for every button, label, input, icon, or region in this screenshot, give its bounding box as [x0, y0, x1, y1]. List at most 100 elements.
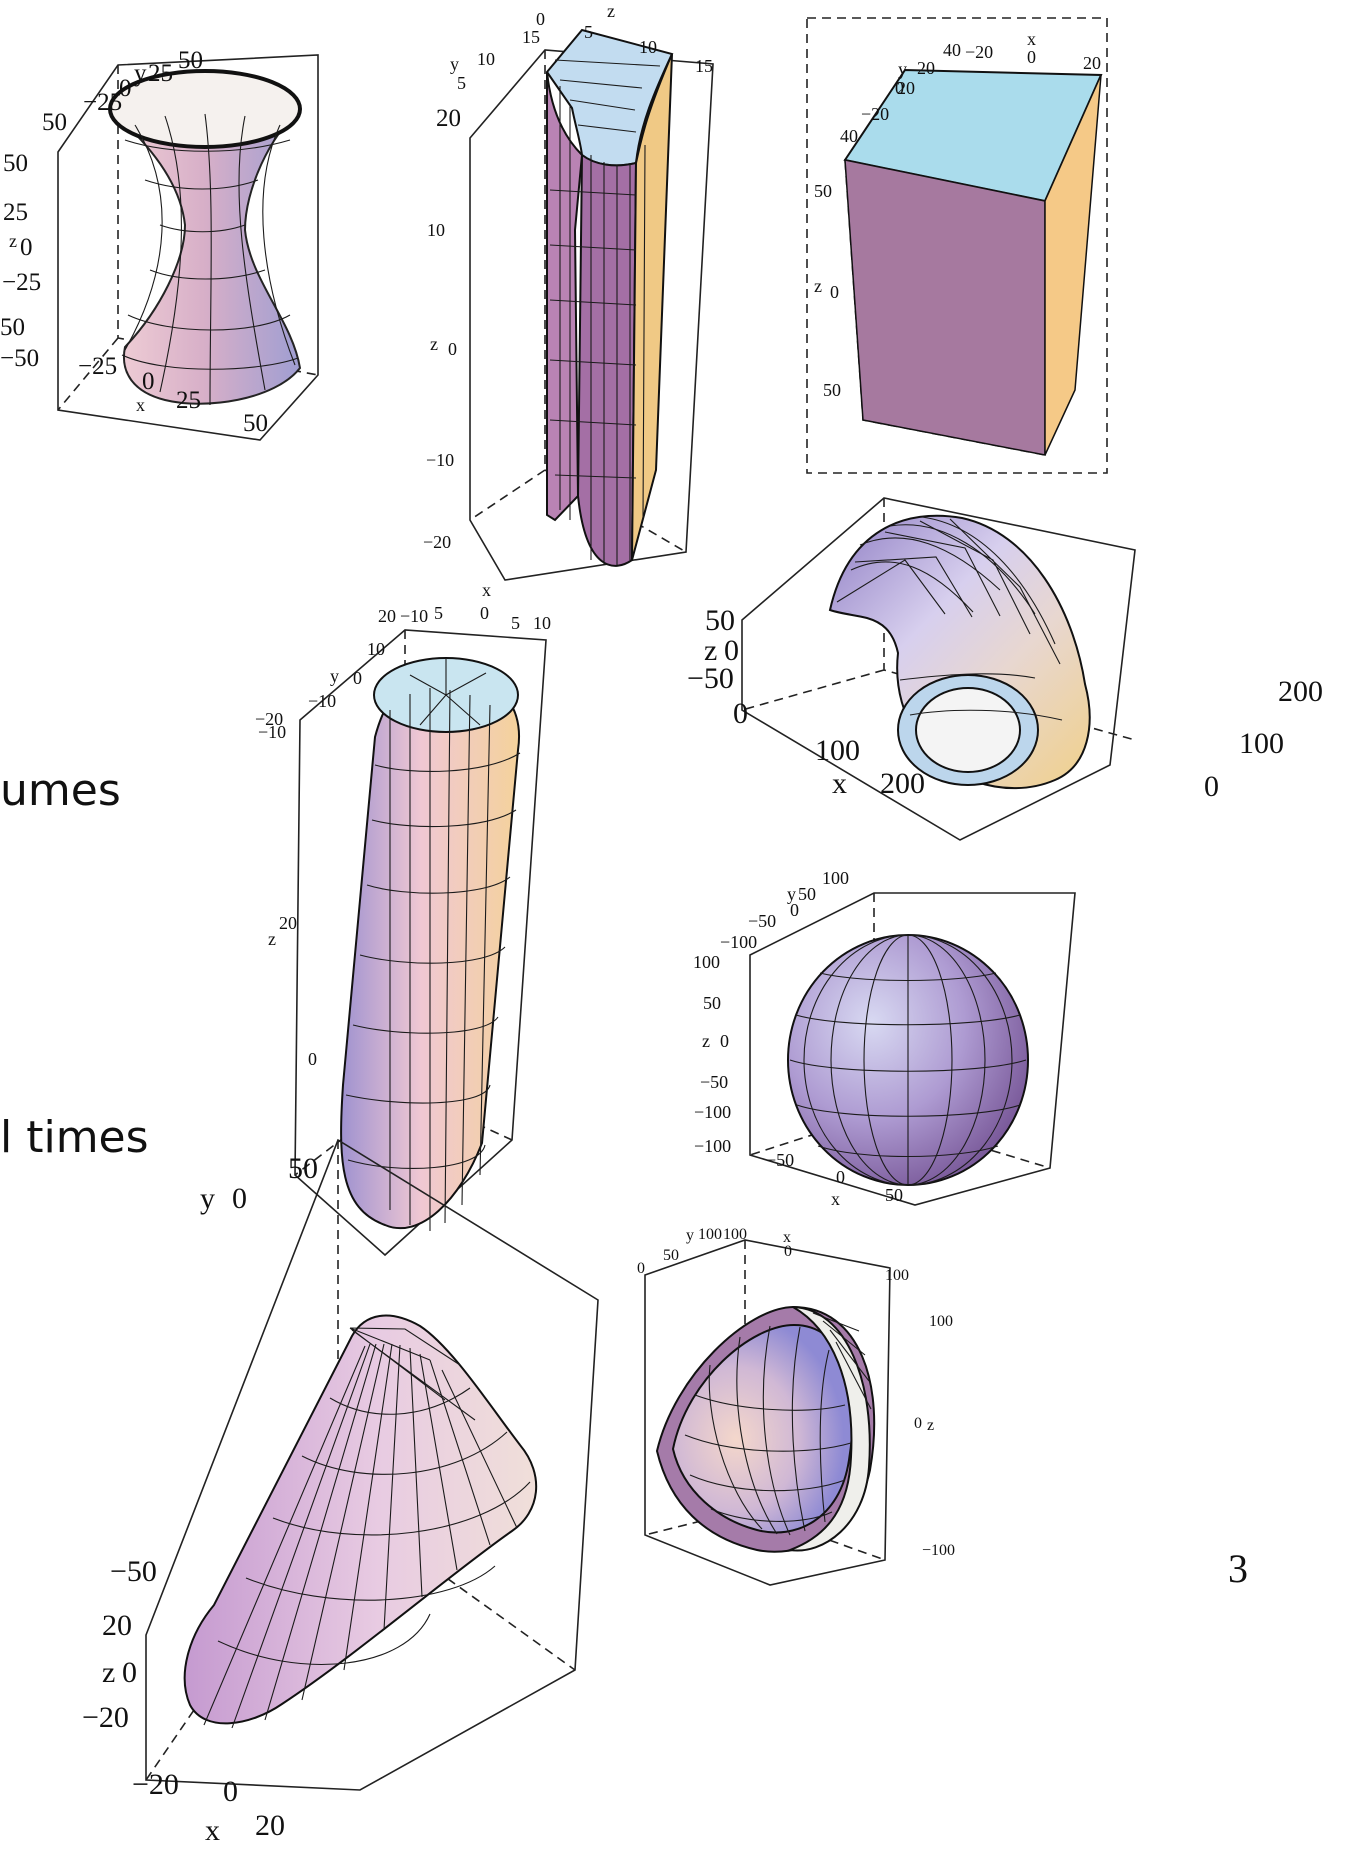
- tick-label: 0: [308, 1049, 317, 1069]
- tick-label: 50: [0, 314, 25, 341]
- axis-x-label: x: [783, 1229, 791, 1246]
- tick-label: 5: [434, 603, 443, 623]
- tick-label: 5: [584, 22, 593, 42]
- slide-text-umes: umes: [0, 765, 121, 816]
- tick-label: 10: [533, 613, 551, 633]
- tick-label: 0: [724, 634, 739, 667]
- tick-label: 0: [733, 697, 748, 730]
- tick-label: 20: [102, 1609, 132, 1642]
- tick-label: −25: [78, 353, 117, 380]
- tick-label: −25: [83, 89, 122, 116]
- page-number: 3: [1228, 1546, 1248, 1591]
- tick-label: −20: [255, 709, 283, 729]
- tick-label: 20: [1083, 53, 1101, 73]
- tick-label: 200: [1278, 675, 1323, 708]
- axis-y-label: y: [450, 54, 459, 74]
- axis-z-label: z: [102, 1656, 115, 1689]
- tick-label: 0: [20, 234, 33, 261]
- tick-label: −20: [132, 1768, 179, 1801]
- tick-label: 50: [42, 109, 67, 136]
- tick-label: 100: [822, 868, 849, 888]
- tick-label: −50: [748, 911, 776, 931]
- tick-label: −100: [694, 1102, 731, 1122]
- axis-y-label: y: [898, 59, 907, 79]
- tick-label: 0: [232, 1182, 247, 1215]
- tick-label: 0: [448, 339, 457, 359]
- tick-label: −25: [2, 269, 41, 296]
- axis-z-label: z: [9, 231, 17, 251]
- tick-label: 50: [814, 181, 832, 201]
- tick-label: −50: [700, 1072, 728, 1092]
- axis-y-label: y: [134, 60, 147, 87]
- tick-label: 0: [720, 1031, 729, 1051]
- tick-label: 50: [823, 380, 841, 400]
- tick-label: 50: [3, 150, 28, 177]
- tick-label: 25: [148, 60, 173, 87]
- axis-y-label: y: [686, 1227, 694, 1244]
- tick-label: 100: [815, 734, 860, 767]
- tick-label: −50: [687, 662, 734, 695]
- curved-pipe-plot: 50 z 0 −50 0 100 x 200 200 100 0: [687, 497, 1323, 841]
- tick-label: 10: [427, 220, 445, 240]
- tick-label: 50: [885, 1185, 903, 1205]
- tick-label: 50: [243, 410, 268, 437]
- tick-label: 0: [122, 1656, 137, 1689]
- tick-label: −10: [258, 722, 286, 742]
- tick-label: 50: [178, 47, 203, 74]
- cone-plot: 50 y 0 −50 20 z 0 −20 −20 0 x 20: [82, 1138, 599, 1847]
- tick-label: −50: [110, 1555, 157, 1588]
- tick-label: 25: [176, 387, 201, 414]
- tick-label: 50: [288, 1152, 318, 1185]
- tick-label: −100: [720, 932, 757, 952]
- axis-z-label: z: [268, 929, 276, 949]
- tick-label: 100: [723, 1226, 747, 1243]
- tick-label: 200: [880, 767, 925, 800]
- tick-label: 0: [895, 78, 904, 98]
- slide-text-times: l times: [0, 1112, 149, 1163]
- tick-label: 0: [353, 668, 362, 688]
- axis-x-label: x: [482, 580, 491, 600]
- axis-z-label: z: [704, 634, 717, 667]
- axis-y-label: y: [330, 666, 339, 686]
- tick-label: 50: [705, 604, 735, 637]
- axis-x-label: x: [1027, 29, 1036, 49]
- axis-y-label: y: [787, 884, 796, 904]
- tick-label: 0: [830, 282, 839, 302]
- tick-label: 100: [885, 1267, 909, 1284]
- tick-label: 0: [536, 9, 545, 29]
- tick-label: 0: [836, 1167, 845, 1187]
- tick-label: 0: [1204, 770, 1219, 803]
- tick-label: 0: [637, 1260, 645, 1277]
- tick-label: 100: [693, 952, 720, 972]
- cylindrical-wedge-plot: 0 z 15 5 10 15 y 10 5 20 10 z 0 −10 −20: [423, 1, 714, 581]
- axis-x-label: x: [136, 395, 145, 415]
- tick-label: −10: [426, 450, 454, 470]
- tick-label: 15: [695, 56, 713, 76]
- tick-label: 20: [436, 105, 461, 132]
- tick-label: 20: [897, 78, 915, 98]
- tick-label: 5: [511, 613, 520, 633]
- tick-label: 10: [639, 37, 657, 57]
- tick-label: 0: [480, 603, 489, 623]
- tick-label: 15: [522, 27, 540, 47]
- tick-label: 20: [255, 1809, 285, 1842]
- box-plot: 40 −20 x 0 20 y 20 0 −20 20 40 50 z 0 50: [806, 17, 1108, 474]
- tick-label: −50: [0, 345, 39, 372]
- tick-label: 25: [3, 199, 28, 226]
- tick-label: −20: [423, 532, 451, 552]
- axis-z-label: z: [927, 1417, 934, 1434]
- axis-z-label: z: [607, 1, 615, 21]
- tick-label: −20: [861, 104, 889, 124]
- tick-label: −100: [694, 1136, 731, 1156]
- tick-label: −20: [82, 1701, 129, 1734]
- axis-z-label: z: [430, 334, 438, 354]
- tick-label: 100: [1239, 727, 1284, 760]
- tick-label: 20: [378, 606, 396, 626]
- tick-label: 0: [790, 900, 799, 920]
- tick-label: 40: [943, 40, 961, 60]
- tick-label: 50: [703, 993, 721, 1013]
- tick-label: 10: [477, 49, 495, 69]
- tick-label: 5: [457, 73, 466, 93]
- tick-label: 0: [223, 1775, 238, 1808]
- tick-label: 100: [929, 1313, 953, 1330]
